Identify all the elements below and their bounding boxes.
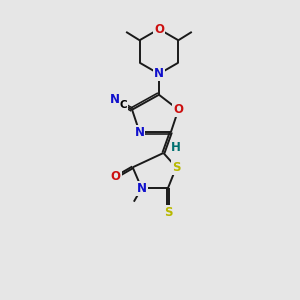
Text: O: O <box>154 22 164 36</box>
Text: N: N <box>110 94 120 106</box>
Text: N: N <box>136 182 147 195</box>
Text: S: S <box>172 161 181 174</box>
Text: C: C <box>120 100 127 110</box>
Text: O: O <box>173 103 183 116</box>
Text: H: H <box>171 141 181 154</box>
Text: N: N <box>134 126 145 139</box>
Text: S: S <box>164 206 172 219</box>
Text: O: O <box>111 170 121 183</box>
Text: N: N <box>154 68 164 80</box>
